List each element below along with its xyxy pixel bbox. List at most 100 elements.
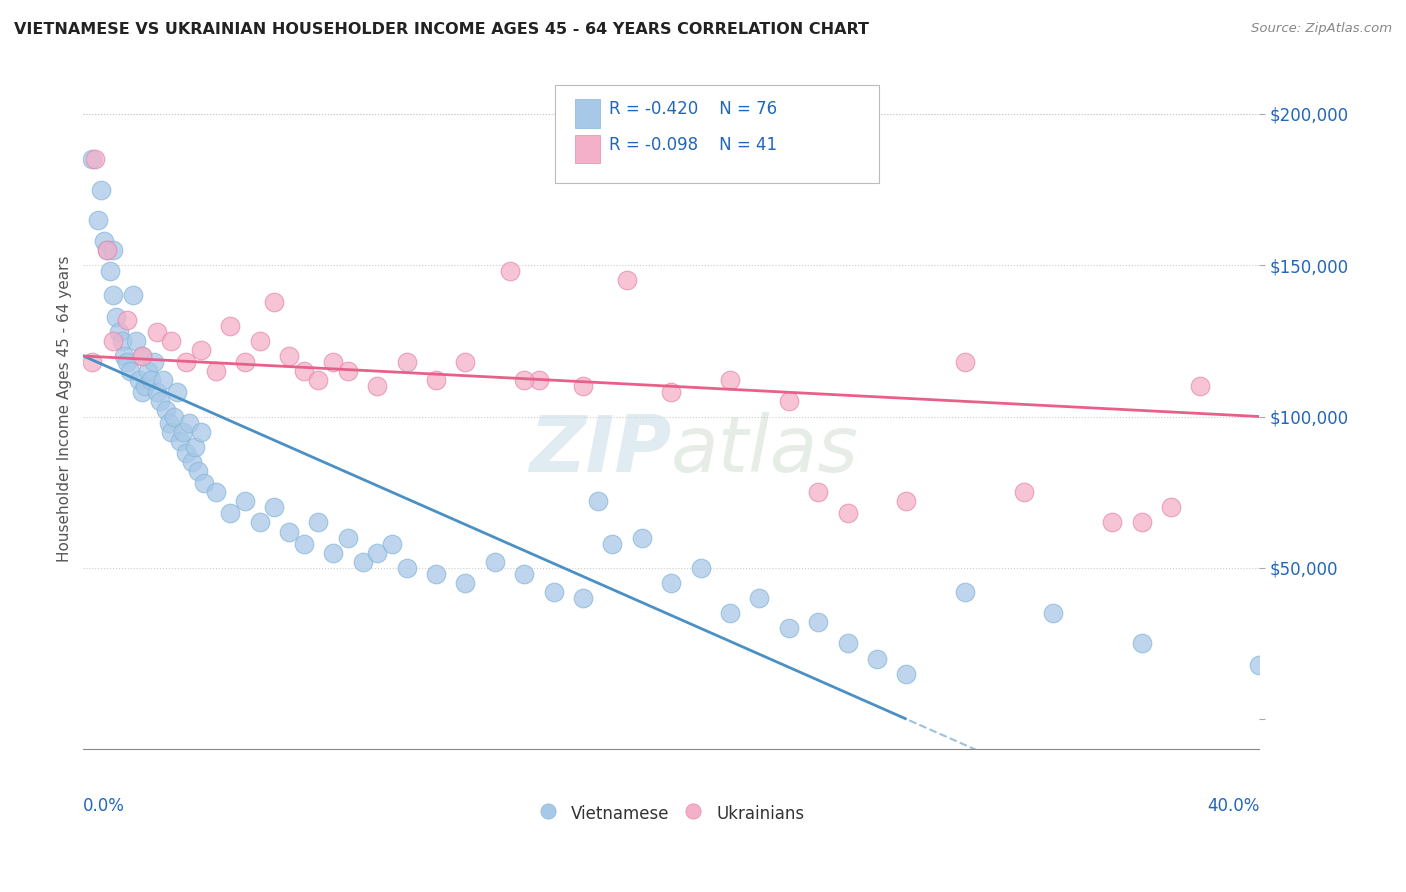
Point	[110, 334, 132, 348]
Point	[152, 373, 174, 387]
Point	[179, 416, 201, 430]
Point	[689, 561, 711, 575]
Point	[142, 355, 165, 369]
Point	[190, 343, 212, 357]
Point	[807, 485, 830, 500]
Text: 0.0%: 0.0%	[83, 797, 125, 815]
Point	[249, 516, 271, 530]
Point	[190, 425, 212, 439]
Point	[513, 566, 536, 581]
Text: R = -0.098    N = 41: R = -0.098 N = 41	[609, 136, 778, 153]
Point	[131, 385, 153, 400]
Point	[1042, 606, 1064, 620]
Point	[114, 349, 136, 363]
Point	[1101, 516, 1123, 530]
Point	[425, 373, 447, 387]
Point	[1012, 485, 1035, 500]
Point	[101, 243, 124, 257]
Point	[187, 464, 209, 478]
Text: VIETNAMESE VS UKRAINIAN HOUSEHOLDER INCOME AGES 45 - 64 YEARS CORRELATION CHART: VIETNAMESE VS UKRAINIAN HOUSEHOLDER INCO…	[14, 22, 869, 37]
Text: 40.0%: 40.0%	[1206, 797, 1260, 815]
Point	[169, 434, 191, 448]
Point	[322, 546, 344, 560]
Text: Source: ZipAtlas.com: Source: ZipAtlas.com	[1251, 22, 1392, 36]
Point	[107, 325, 129, 339]
Point	[263, 294, 285, 309]
Point	[160, 334, 183, 348]
Point	[586, 494, 609, 508]
Point	[131, 349, 153, 363]
Point	[1130, 636, 1153, 650]
Point	[233, 494, 256, 508]
Point	[204, 485, 226, 500]
Point	[572, 591, 595, 606]
Point	[602, 536, 624, 550]
Point	[104, 310, 127, 324]
Point	[896, 494, 918, 508]
Text: R = -0.420    N = 76: R = -0.420 N = 76	[609, 100, 778, 118]
Point	[513, 373, 536, 387]
Point	[352, 555, 374, 569]
Point	[101, 288, 124, 302]
Point	[204, 364, 226, 378]
Point	[163, 409, 186, 424]
Legend: Vietnamese, Ukrainians: Vietnamese, Ukrainians	[538, 804, 804, 822]
Point	[322, 355, 344, 369]
Point	[1249, 657, 1271, 672]
Point	[146, 325, 169, 339]
Point	[572, 379, 595, 393]
Point	[616, 273, 638, 287]
Point	[160, 425, 183, 439]
Point	[454, 576, 477, 591]
Text: ZIP: ZIP	[529, 412, 671, 488]
Point	[718, 373, 741, 387]
Y-axis label: Householder Income Ages 45 - 64 years: Householder Income Ages 45 - 64 years	[58, 256, 72, 562]
Point	[381, 536, 404, 550]
Point	[155, 403, 177, 417]
Point	[896, 666, 918, 681]
Point	[498, 264, 520, 278]
Point	[128, 373, 150, 387]
Point	[748, 591, 770, 606]
Point	[122, 288, 145, 302]
Point	[249, 334, 271, 348]
Point	[278, 524, 301, 539]
Point	[955, 585, 977, 599]
Point	[146, 385, 169, 400]
Point	[181, 455, 204, 469]
Point	[96, 243, 118, 257]
Point	[837, 507, 859, 521]
Point	[955, 355, 977, 369]
Point	[1130, 516, 1153, 530]
Point	[292, 536, 315, 550]
Point	[117, 312, 139, 326]
Point	[101, 334, 124, 348]
Point	[1160, 500, 1182, 515]
Point	[125, 334, 148, 348]
Point	[866, 651, 889, 665]
Point	[308, 516, 330, 530]
Point	[454, 355, 477, 369]
Point	[308, 373, 330, 387]
Point	[117, 355, 139, 369]
Point	[484, 555, 506, 569]
Point	[543, 585, 565, 599]
Point	[134, 379, 156, 393]
Point	[82, 153, 104, 167]
Point	[82, 355, 104, 369]
Point	[336, 531, 359, 545]
Point	[193, 476, 215, 491]
Point	[84, 153, 107, 167]
Point	[718, 606, 741, 620]
Point	[174, 355, 197, 369]
Point	[166, 385, 188, 400]
Point	[659, 385, 682, 400]
Point	[778, 621, 800, 635]
Point	[139, 373, 162, 387]
Point	[98, 264, 121, 278]
Point	[425, 566, 447, 581]
Point	[263, 500, 285, 515]
Point	[93, 234, 115, 248]
Point	[219, 507, 242, 521]
Point	[219, 318, 242, 333]
